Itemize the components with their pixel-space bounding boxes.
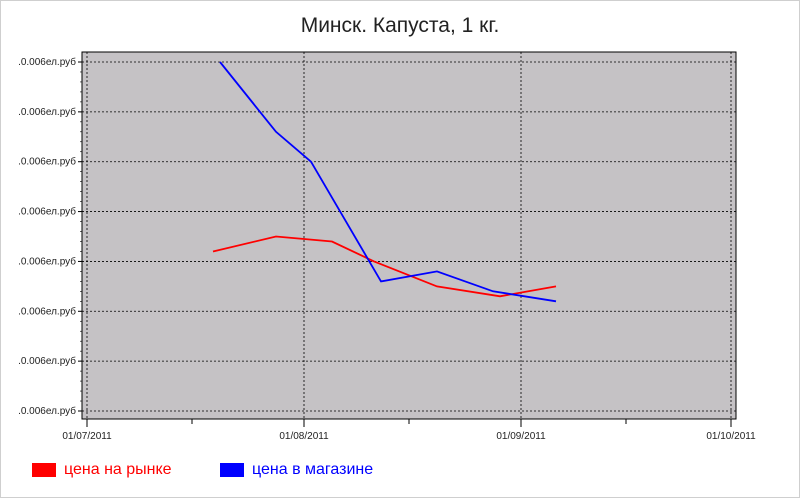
chart-title: Минск. Капуста, 1 кг.	[300, 14, 500, 37]
x-tick-label: 01/07/2011	[62, 431, 112, 442]
y-tick-label: .0.006ел.руб	[18, 255, 76, 267]
legend-label-market: цена на рынке	[64, 461, 172, 478]
y-tick-label: .0.006ел.руб	[18, 56, 76, 68]
legend-swatch-market	[32, 463, 56, 477]
legend-item-store: цена в магазине	[220, 459, 373, 481]
legend-label-store: цена в магазине	[252, 461, 374, 478]
y-tick-label: .0.006ел.руб	[18, 405, 76, 417]
y-tick-label: .0.006ел.руб	[18, 305, 76, 317]
y-tick-label: .0.006ел.руб	[18, 156, 76, 168]
series-line-1	[219, 61, 557, 303]
legend-item-market: цена на рынке	[32, 459, 172, 481]
x-tick-label: 01/08/2011	[279, 431, 329, 442]
plot-area	[81, 51, 737, 420]
legend-swatch-store	[220, 463, 244, 477]
y-tick-label: .0.006ел.руб	[18, 206, 76, 218]
y-tick-label: .0.006ел.руб	[18, 106, 76, 118]
x-tick-label: 01/10/2011	[706, 431, 756, 442]
series-line-0	[212, 235, 557, 298]
x-tick-label: 01/09/2011	[496, 431, 546, 442]
y-tick-label: .0.006ел.руб	[18, 355, 76, 367]
